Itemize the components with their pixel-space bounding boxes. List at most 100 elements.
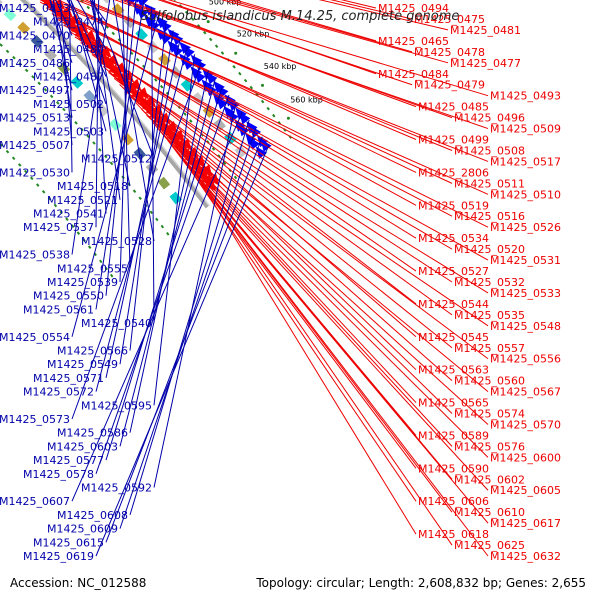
gene-label-forward[interactable]: M1425_0544: [418, 298, 489, 311]
gene-label-reverse[interactable]: M1425_0607: [0, 495, 70, 508]
gene-label-reverse[interactable]: M1425_0554: [0, 331, 70, 344]
gene-label-forward[interactable]: M1425_2806: [418, 166, 489, 179]
leader-line-reverse: [59, 0, 73, 146]
gene-label-forward[interactable]: M1425_0545: [418, 331, 489, 344]
gene-label-forward[interactable]: M1425_0517: [490, 155, 561, 168]
tick-mark: [206, 20, 210, 24]
gene-label-forward[interactable]: M1425_0617: [490, 517, 561, 530]
gene-label-reverse[interactable]: M1425_0573: [0, 413, 70, 426]
gene-label-forward[interactable]: M1425_0477: [450, 57, 521, 70]
gene-label-forward[interactable]: M1425_0625: [454, 539, 525, 552]
gene-label-forward[interactable]: M1425_0574: [454, 408, 525, 421]
gene-label-forward[interactable]: M1425_0557: [454, 342, 525, 355]
gene-label-reverse[interactable]: M1425_0521: [47, 194, 118, 207]
gene-label-reverse[interactable]: M1425_0592: [81, 482, 152, 495]
gene-label-reverse[interactable]: M1425_0503: [33, 125, 104, 138]
gene-label-forward[interactable]: M1425_0475: [414, 13, 485, 26]
gene-label-forward[interactable]: M1425_0602: [454, 473, 525, 486]
gene-label-reverse[interactable]: M1425_0540: [81, 317, 152, 330]
gene-label-forward[interactable]: M1425_0548: [490, 320, 561, 333]
gene-label-reverse[interactable]: M1425_0512: [81, 153, 152, 166]
gene-label-forward[interactable]: M1425_0589: [418, 429, 489, 442]
gene-label-reverse[interactable]: M1425_0486: [0, 57, 70, 70]
gene-label-reverse[interactable]: M1425_0586: [57, 427, 128, 440]
gene-label-forward[interactable]: M1425_0565: [418, 397, 489, 410]
gene-label-forward[interactable]: M1425_0563: [418, 364, 489, 377]
leader-line-forward: [177, 152, 489, 491]
gene-label-forward[interactable]: M1425_0527: [418, 265, 489, 278]
gene-label-forward[interactable]: M1425_0600: [490, 451, 561, 464]
gene-label-reverse[interactable]: M1425_0502: [33, 98, 104, 111]
gene-label-reverse[interactable]: M1425_0433: [0, 2, 70, 15]
gene-label-reverse[interactable]: M1425_0538: [0, 249, 70, 262]
gene-label-forward[interactable]: M1425_0535: [454, 309, 525, 322]
gene-label-forward[interactable]: M1425_0531: [490, 254, 561, 267]
gene-labels[interactable]: M1425_0494M1425_0475M1425_0481M1425_0465…: [0, 2, 561, 563]
gene-label-forward[interactable]: M1425_0526: [490, 221, 561, 234]
gene-label-reverse[interactable]: M1425_0550: [33, 290, 104, 303]
tick-label: 560 kbp: [290, 95, 323, 104]
gene-label-forward[interactable]: M1425_0484: [378, 68, 449, 81]
gene-label-reverse[interactable]: M1425_0507: [0, 139, 70, 152]
gene-label-reverse[interactable]: M1425_0513: [0, 112, 70, 125]
gene-label-forward[interactable]: M1425_0519: [418, 199, 489, 212]
gene-label-reverse[interactable]: M1425_0480: [33, 43, 104, 56]
gene-label-forward[interactable]: M1425_0510: [490, 188, 561, 201]
gene-label-reverse[interactable]: M1425_0578: [23, 468, 94, 481]
gene-label-reverse[interactable]: M1425_0566: [57, 345, 128, 358]
gene-label-forward[interactable]: M1425_0465: [378, 35, 449, 48]
gene-label-forward[interactable]: M1425_0590: [418, 462, 489, 475]
gene-label-forward[interactable]: M1425_0610: [454, 506, 525, 519]
gene-label-forward[interactable]: M1425_0508: [454, 144, 525, 157]
gene-label-reverse[interactable]: M1425_0518: [57, 180, 128, 193]
gene-label-forward[interactable]: M1425_0485: [418, 101, 489, 114]
gene-label-reverse[interactable]: M1425_0487: [33, 71, 104, 84]
gene-label-forward[interactable]: M1425_0556: [490, 353, 561, 366]
leader-line-reverse: [55, 0, 73, 36]
gene-label-forward[interactable]: M1425_0494: [378, 2, 449, 15]
gene-label-forward[interactable]: M1425_0632: [490, 550, 561, 563]
gene-label-forward[interactable]: M1425_0605: [490, 484, 561, 497]
gene-label-forward[interactable]: M1425_0576: [454, 440, 525, 453]
gene-label-reverse[interactable]: M1425_0530: [0, 166, 70, 179]
gene-label-forward[interactable]: M1425_0479: [414, 79, 485, 92]
gene-label-forward[interactable]: M1425_0606: [418, 495, 489, 508]
gene-label-forward[interactable]: M1425_0570: [490, 418, 561, 431]
gene-label-reverse[interactable]: M1425_0528: [81, 235, 152, 248]
gene-label-reverse[interactable]: M1425_0497: [0, 84, 70, 97]
gene-label-reverse[interactable]: M1425_0555: [57, 262, 128, 275]
gene-label-reverse[interactable]: M1425_0539: [47, 276, 118, 289]
gene-label-reverse[interactable]: M1425_0608: [57, 509, 128, 522]
gene-label-reverse[interactable]: M1425_0603: [47, 440, 118, 453]
gene-label-reverse[interactable]: M1425_0549: [47, 358, 118, 371]
gene-label-reverse[interactable]: M1425_0577: [33, 454, 104, 467]
gene-label-reverse[interactable]: M1425_0561: [23, 303, 94, 316]
gene-label-forward[interactable]: M1425_0533: [490, 287, 561, 300]
gene-label-forward[interactable]: M1425_0496: [454, 112, 525, 125]
leader-line-reverse: [105, 86, 223, 461]
gene-label-reverse[interactable]: M1425_0571: [33, 372, 104, 385]
gene-label-forward[interactable]: M1425_0520: [454, 243, 525, 256]
gene-label-forward[interactable]: M1425_0493: [490, 90, 561, 103]
feature-block: [133, 147, 147, 161]
gene-label-forward[interactable]: M1425_0567: [490, 386, 561, 399]
gene-label-reverse[interactable]: M1425_0609: [47, 523, 118, 536]
gene-label-forward[interactable]: M1425_0511: [454, 177, 525, 190]
gene-label-forward[interactable]: M1425_0534: [418, 232, 489, 245]
gene-label-forward[interactable]: M1425_0499: [418, 134, 489, 147]
gene-label-reverse[interactable]: M1425_0572: [23, 386, 94, 399]
gene-label-reverse[interactable]: M1425_0595: [81, 399, 152, 412]
gene-label-forward[interactable]: M1425_0516: [454, 210, 525, 223]
gene-label-reverse[interactable]: M1425_0615: [33, 536, 104, 549]
gene-label-forward[interactable]: M1425_0618: [418, 528, 489, 541]
gene-label-reverse[interactable]: M1425_0474: [33, 16, 104, 29]
gene-label-forward[interactable]: M1425_0481: [450, 24, 521, 37]
gene-label-forward[interactable]: M1425_0560: [454, 375, 525, 388]
gene-label-reverse[interactable]: M1425_0537: [23, 221, 94, 234]
gene-label-forward[interactable]: M1425_0509: [490, 123, 561, 136]
gene-label-reverse[interactable]: M1425_0619: [23, 550, 94, 563]
gene-label-reverse[interactable]: M1425_0470: [0, 29, 70, 42]
gene-label-forward[interactable]: M1425_0532: [454, 276, 525, 289]
gene-label-reverse[interactable]: M1425_0541: [33, 208, 104, 221]
gene-label-forward[interactable]: M1425_0478: [414, 46, 485, 59]
